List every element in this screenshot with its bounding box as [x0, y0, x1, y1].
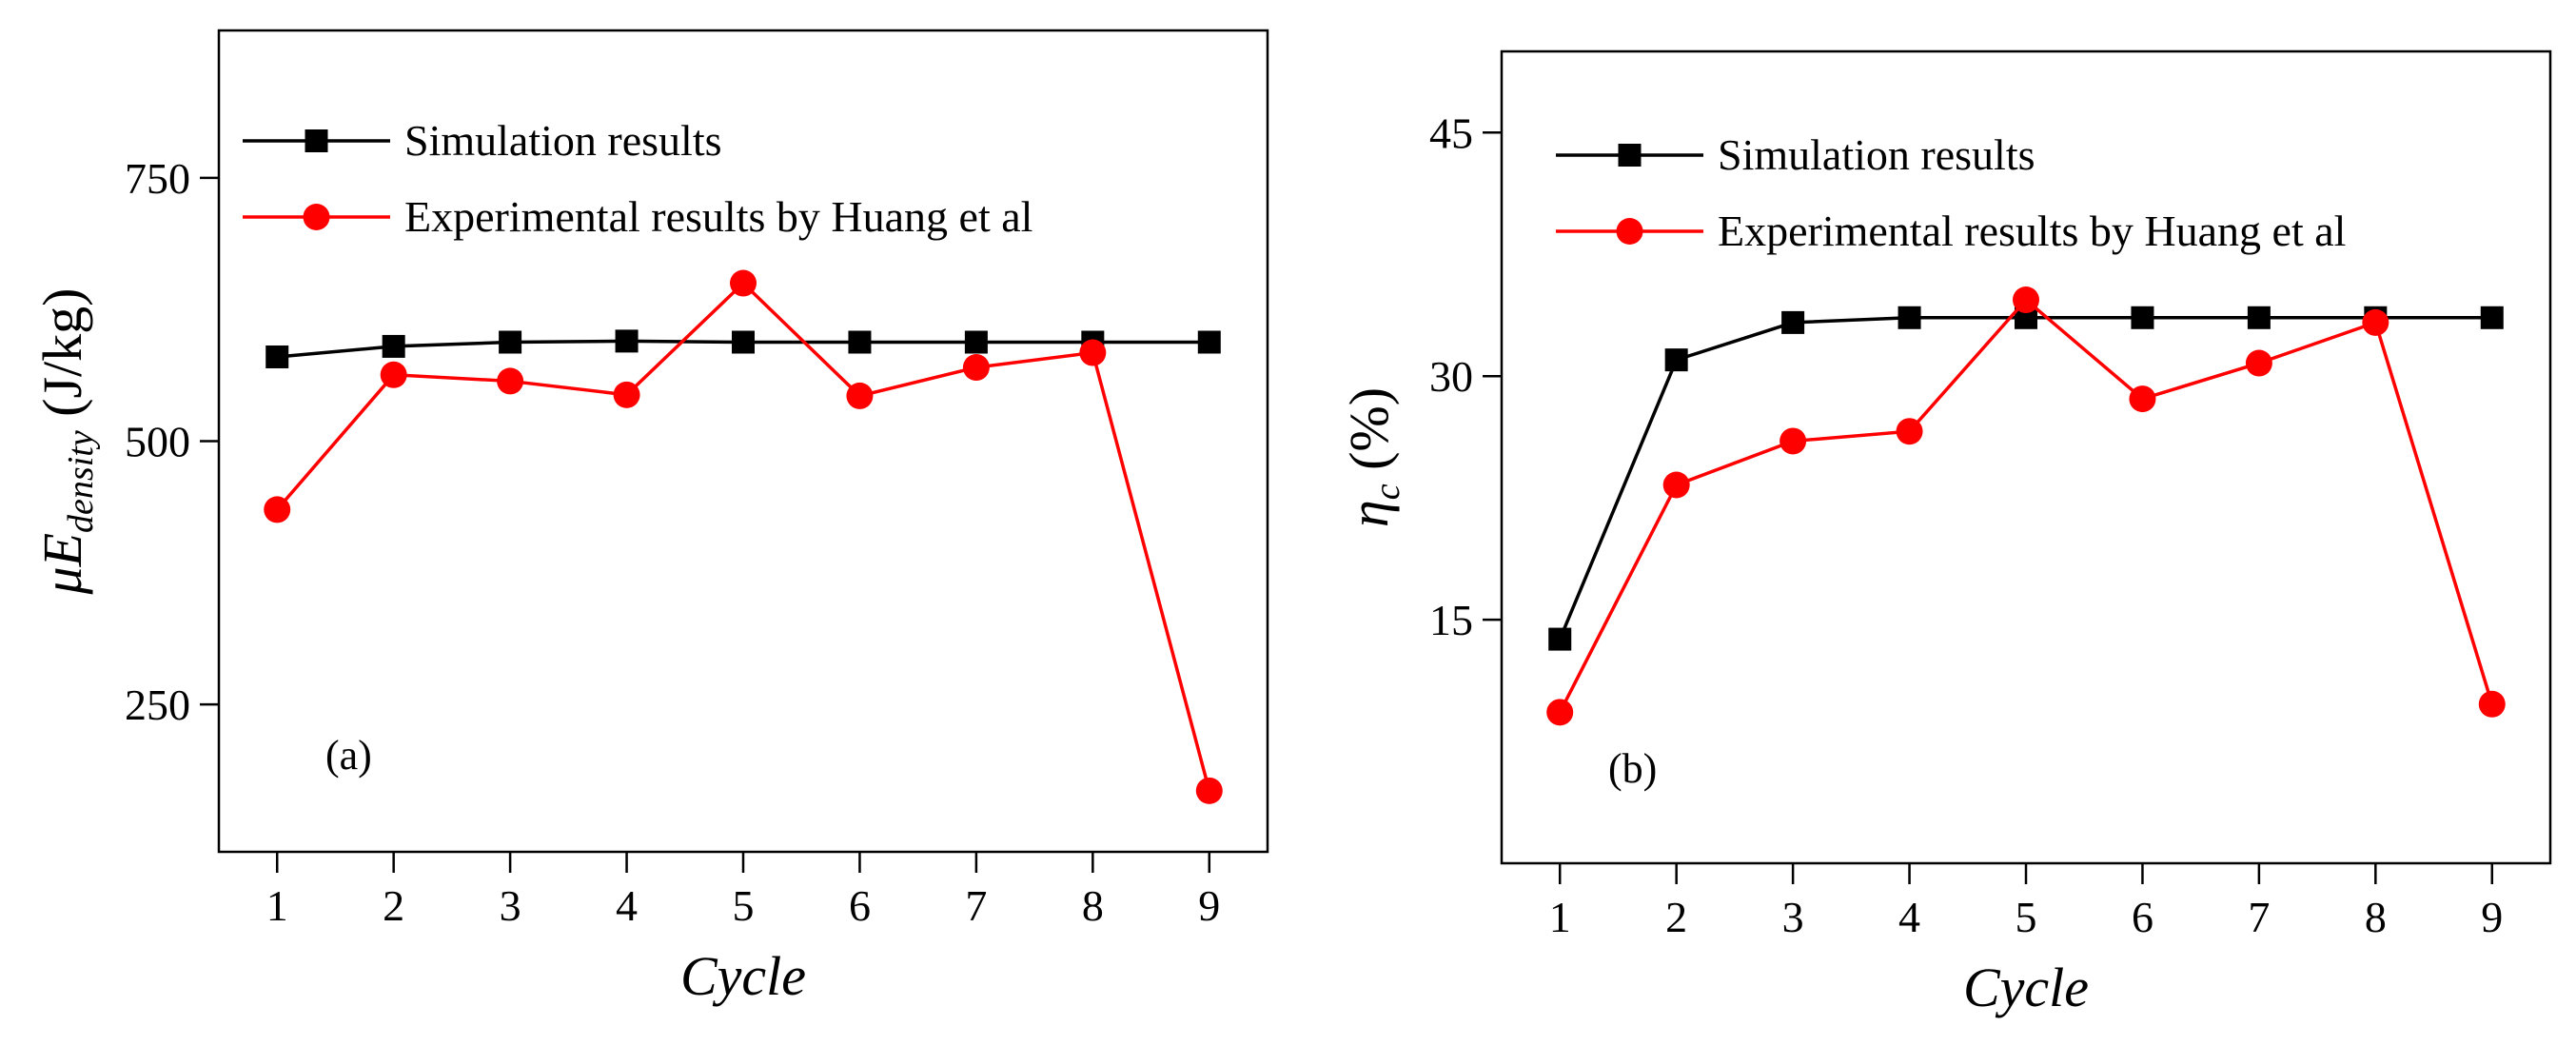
- data-point-circle: [1079, 339, 1107, 366]
- data-point-circle: [1662, 471, 1690, 499]
- y-axis-title-unit: (%): [1338, 387, 1400, 484]
- panel-label: (a): [325, 732, 372, 779]
- x-axis-title: Cycle: [1963, 957, 2089, 1018]
- legend-marker-circle: [1616, 218, 1643, 245]
- legend-label: Experimental results by Huang et al: [404, 192, 1032, 241]
- legend-marker-circle: [303, 204, 330, 230]
- data-point-square: [732, 330, 755, 354]
- y-tick-label: 750: [125, 154, 190, 203]
- x-tick-label: 6: [849, 881, 871, 930]
- data-point-square: [382, 334, 405, 358]
- data-point-square: [1898, 306, 1921, 329]
- data-point-square: [1548, 627, 1572, 651]
- x-tick-label: 8: [1082, 881, 1104, 930]
- data-point-circle: [1195, 777, 1223, 804]
- y-tick-label: 500: [125, 418, 190, 466]
- legend-marker-square: [305, 129, 328, 152]
- data-point-square: [2247, 306, 2271, 329]
- panel-label: (b): [1608, 745, 1657, 792]
- data-point-circle: [1546, 699, 1574, 726]
- series-line: [1558, 316, 2492, 641]
- data-point-circle: [846, 382, 874, 409]
- data-point-circle: [2362, 308, 2389, 336]
- data-point-circle: [1780, 427, 1807, 455]
- data-point-square: [848, 330, 872, 354]
- x-tick-label: 8: [2365, 893, 2387, 941]
- x-tick-label: 7: [2248, 893, 2270, 941]
- data-point-circle: [2478, 690, 2506, 718]
- data-point-circle: [264, 496, 291, 523]
- data-point-square: [1664, 348, 1688, 372]
- x-tick-label: 5: [733, 881, 755, 930]
- x-tick-label: 9: [1198, 881, 1220, 930]
- legend-marker-square: [1618, 144, 1642, 167]
- y-axis-title-subscript: density: [61, 430, 101, 533]
- x-tick-label: 7: [965, 881, 987, 930]
- data-point-circle: [2013, 286, 2039, 314]
- y-axis-title: ηc (%): [1338, 387, 1407, 527]
- data-point-circle: [2129, 385, 2156, 413]
- x-tick-label: 5: [2016, 893, 2037, 941]
- legend-label: Simulation results: [404, 116, 722, 165]
- y-axis-title-unit: (J/kg): [31, 287, 93, 430]
- data-point-square: [2131, 306, 2154, 329]
- legend-label: Experimental results by Huang et al: [1718, 207, 2346, 255]
- data-point-circle: [2245, 349, 2272, 377]
- y-axis-title-main: μE: [31, 533, 93, 596]
- x-tick-label: 3: [1782, 893, 1804, 941]
- x-tick-label: 2: [383, 881, 404, 930]
- y-tick-label: 15: [1429, 596, 1473, 644]
- y-tick-label: 250: [125, 681, 190, 729]
- data-point-square: [2480, 306, 2504, 329]
- data-point-circle: [962, 354, 990, 382]
- x-tick-label: 1: [1549, 893, 1571, 941]
- data-point-square: [499, 330, 522, 354]
- data-point-square: [1197, 330, 1221, 354]
- data-point-circle: [380, 361, 407, 388]
- data-point-circle: [497, 367, 524, 395]
- data-point-circle: [730, 269, 757, 297]
- y-tick-label: 30: [1429, 352, 1473, 401]
- y-axis-title: μEdensity (J/kg): [31, 287, 101, 595]
- series-line: [1558, 297, 2494, 714]
- x-tick-label: 9: [2481, 893, 2503, 941]
- x-tick-label: 6: [2132, 893, 2153, 941]
- data-point-circle: [1896, 418, 1923, 445]
- legend-label: Simulation results: [1718, 130, 2035, 179]
- data-point-circle: [613, 381, 640, 408]
- x-tick-label: 1: [266, 881, 288, 930]
- series-line: [275, 281, 1211, 792]
- data-point-square: [1781, 310, 1805, 334]
- x-tick-label: 4: [1898, 893, 1920, 941]
- x-tick-label: 3: [500, 881, 521, 930]
- y-axis-title-subscript: c: [1367, 484, 1407, 500]
- x-axis-title: Cycle: [680, 945, 806, 1007]
- panel-a: 1 2 3 4 5 6 7 8 9 250 500 750 Cycle μEdensity (J/kg) S…: [31, 29, 1269, 1007]
- y-tick-label: 45: [1429, 109, 1473, 157]
- plot-frame: [217, 29, 1269, 854]
- y-axis-title-main: η: [1338, 500, 1400, 527]
- data-point-square: [615, 329, 639, 353]
- x-tick-label: 2: [1665, 893, 1687, 941]
- data-point-square: [964, 330, 988, 354]
- data-point-square: [265, 345, 289, 368]
- x-tick-label: 4: [616, 881, 638, 930]
